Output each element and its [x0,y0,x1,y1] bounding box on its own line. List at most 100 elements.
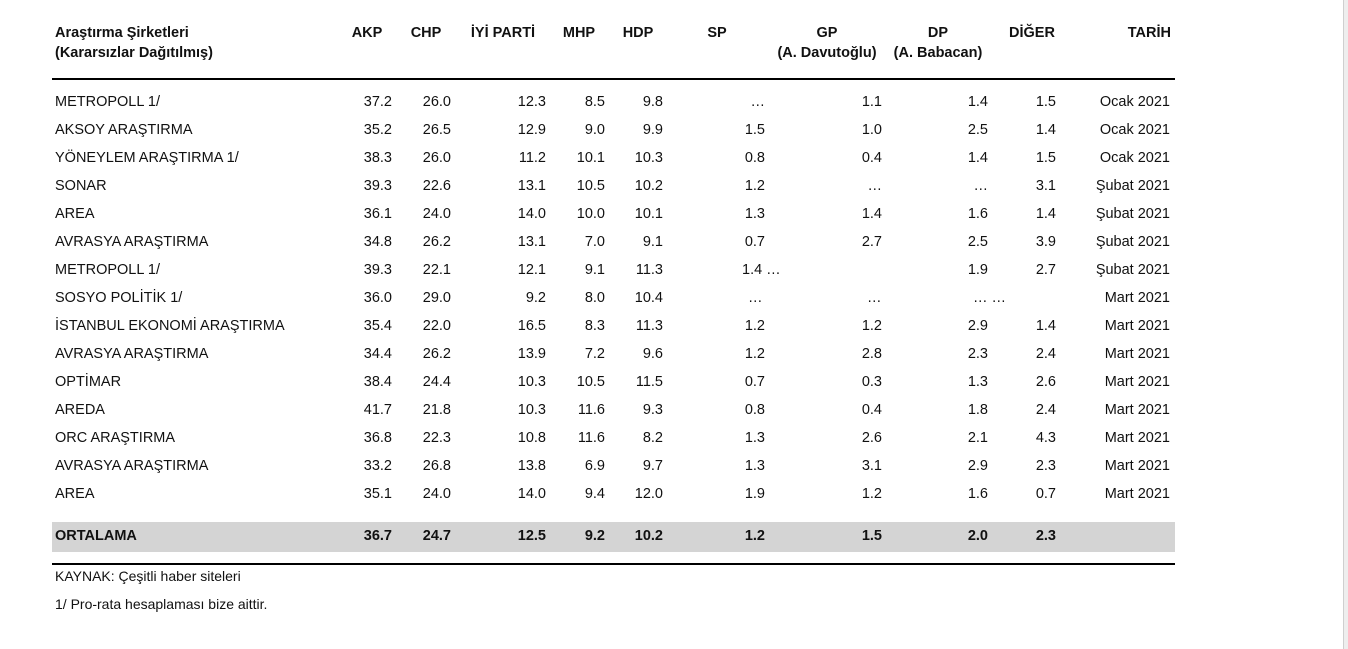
cell-hdp: 9.9 [642,122,663,138]
cell-company: AKSOY ARAŞTIRMA [55,122,193,138]
cell-gp: 2.7 [861,234,882,250]
cell-dp: 1.8 [967,402,988,418]
cell-mhp: 8.5 [584,94,605,110]
cell-diger: 1.5 [1035,94,1056,110]
cell-gp: 0.4 [861,402,882,418]
cell-chp: 26.2 [422,234,451,250]
cell-chp: 21.8 [422,402,451,418]
cell-chp: 24.0 [422,486,451,502]
cell-diger: 3.1 [1035,178,1056,194]
cell-sp: 1.5 [744,122,765,138]
header-rule [52,78,1175,80]
cell-company: AVRASYA ARAŞTIRMA [55,458,209,474]
average-row-background [52,522,1175,552]
header-iyi: İYİ PARTİ [470,25,536,41]
cell-mhp: 8.3 [584,318,605,334]
cell-mhp: 7.2 [584,346,605,362]
cell-tarih: Şubat 2021 [1095,262,1170,278]
cell-company: AREA [55,486,95,502]
cell-dp: 1.6 [967,486,988,502]
cell-mhp: 10.0 [576,206,605,222]
cell-chp: 22.6 [422,178,451,194]
cell-mhp: 10.5 [576,178,605,194]
cell-gp: 1.2 [861,486,882,502]
cell-tarih: Mart 2021 [1104,290,1170,306]
cell-dp: 2.9 [967,318,988,334]
cell-dp: 2.0 [967,528,988,544]
cell-gp: 3.1 [861,458,882,474]
cell-diger: 4.3 [1035,430,1056,446]
cell-hdp: 11.3 [635,318,663,334]
cell-akp: 39.3 [363,262,392,278]
cell-chp: 26.8 [422,458,451,474]
cell-diger: 1.4 [1035,318,1056,334]
cell-chp: 26.0 [422,94,451,110]
cell-chp: 22.1 [422,262,451,278]
cell-mhp: 9.0 [584,122,605,138]
cell-gp: 1.0 [861,122,882,138]
cell-sp: … [748,290,763,306]
cell-hdp: 9.3 [642,402,663,418]
cell-tarih: Ocak 2021 [1099,94,1170,110]
cell-mhp: 9.1 [584,262,605,278]
cell-iyi: 12.3 [517,94,546,110]
cell-diger: 1.4 [1035,206,1056,222]
cell-diger: 1.5 [1035,150,1056,166]
cell-diger: 0.7 [1035,486,1056,502]
cell-company: AVRASYA ARAŞTIRMA [55,234,209,250]
cell-sp: 1.3 [744,458,765,474]
cell-company: YÖNEYLEM ARAŞTIRMA 1/ [55,150,239,166]
cell-company: METROPOLL 1/ [55,94,161,110]
cell-gp: 1.5 [861,528,882,544]
cell-chp: 29.0 [422,290,451,306]
header-hdp: HDP [622,25,654,41]
cell-tarih: Şubat 2021 [1095,234,1170,250]
cell-mhp: 11.6 [577,402,605,418]
cell-mhp: 10.5 [576,374,605,390]
cell-hdp: 9.7 [642,458,663,474]
cell-akp: 34.8 [363,234,392,250]
cell-akp: 37.2 [363,94,392,110]
cell-akp: 36.7 [363,528,392,544]
cell-mhp: 11.6 [577,430,605,446]
cell-tarih: Mart 2021 [1104,458,1170,474]
cell-company: İSTANBUL EKONOMİ ARAŞTIRMA [55,318,285,334]
page-edge [1343,0,1348,649]
cell-sp: 1.4 … [742,262,781,278]
cell-iyi: 11.2 [518,150,546,166]
header-akp: AKP [351,25,383,41]
cell-akp: 36.0 [363,290,392,306]
cell-gp: 2.6 [861,430,882,446]
cell-sp: 0.7 [744,234,765,250]
footer-rule [52,563,1175,565]
cell-mhp: 7.0 [584,234,605,250]
cell-gp: 1.4 [861,206,882,222]
cell-dp: 2.5 [967,234,988,250]
cell-akp: 35.4 [363,318,392,334]
cell-iyi: 10.3 [517,374,546,390]
cell-diger: 2.3 [1035,458,1056,474]
cell-akp: 35.2 [363,122,392,138]
footnote: 1/ Pro-rata hesaplaması bize aittir. [55,596,268,612]
cell-chp: 22.3 [422,430,451,446]
cell-akp: 34.4 [363,346,392,362]
cell-iyi: 14.0 [517,486,546,502]
cell-iyi: 13.9 [517,346,546,362]
cell-sp: 1.2 [744,346,765,362]
cell-akp: 36.8 [363,430,392,446]
cell-chp: 24.0 [422,206,451,222]
cell-tarih: Şubat 2021 [1095,178,1170,194]
cell-hdp: 10.4 [634,290,663,306]
cell-mhp: 10.1 [576,150,605,166]
cell-akp: 36.1 [363,206,392,222]
cell-iyi: 12.1 [517,262,546,278]
cell-company: AREDA [55,402,105,418]
cell-iyi: 16.5 [517,318,546,334]
cell-hdp: 11.5 [635,374,663,390]
cell-chp: 24.4 [422,374,451,390]
cell-akp: 35.1 [363,486,392,502]
header-sp: SP [707,25,727,41]
cell-iyi: 13.8 [517,458,546,474]
header-mhp: MHP [562,25,596,41]
cell-diger: 2.4 [1035,402,1056,418]
